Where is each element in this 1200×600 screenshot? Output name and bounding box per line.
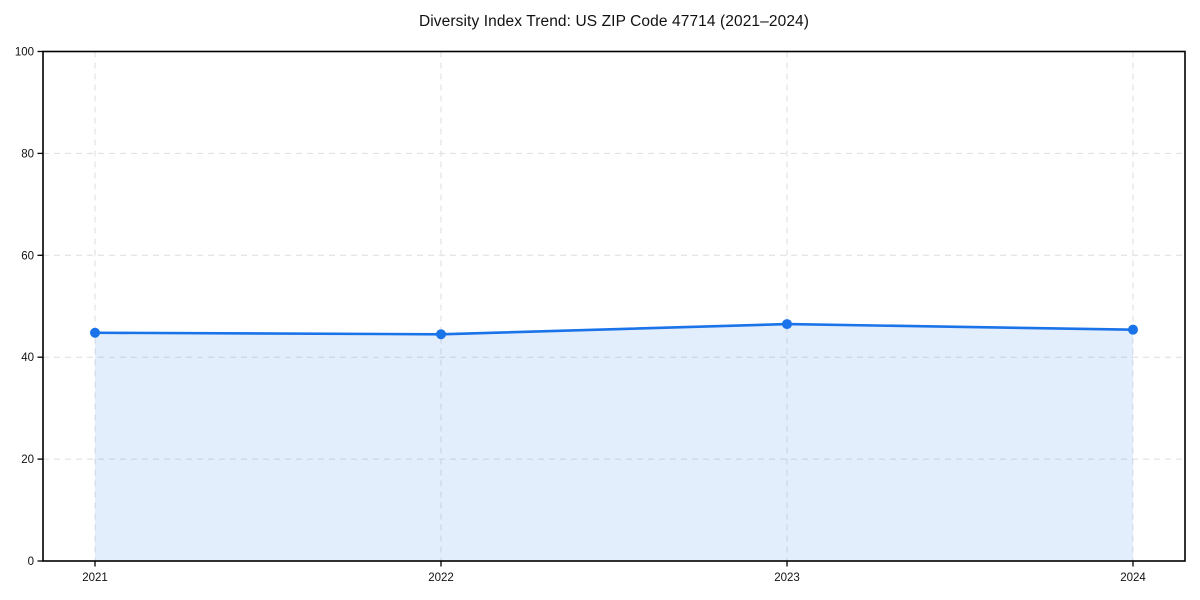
y-tick-label: 40 bbox=[21, 352, 34, 364]
x-tick-label: 2023 bbox=[774, 572, 800, 584]
data-point-2023 bbox=[782, 319, 792, 330]
y-tick-label: 80 bbox=[21, 148, 34, 160]
y-tick-label: 100 bbox=[15, 47, 34, 59]
x-tick-label: 2024 bbox=[1120, 572, 1146, 584]
y-tick-label: 0 bbox=[28, 556, 34, 568]
data-point-2024 bbox=[1128, 324, 1138, 335]
plot-frame bbox=[42, 50, 1186, 562]
data-point-2022 bbox=[436, 329, 446, 340]
x-tick-label: 2021 bbox=[82, 572, 108, 584]
y-tick-label: 20 bbox=[21, 454, 34, 466]
x-tick-label: 2022 bbox=[428, 572, 454, 584]
axis-ticks: 0 20 40 60 80 100 2021 2022 2023 2024 bbox=[15, 47, 1147, 585]
y-tick-label: 60 bbox=[21, 250, 34, 262]
data-point-2021 bbox=[90, 327, 100, 338]
chart-title: Diversity Index Trend: US ZIP Code 47714… bbox=[418, 13, 810, 30]
trend-line bbox=[93, 322, 1135, 336]
area-fill bbox=[95, 324, 1133, 561]
